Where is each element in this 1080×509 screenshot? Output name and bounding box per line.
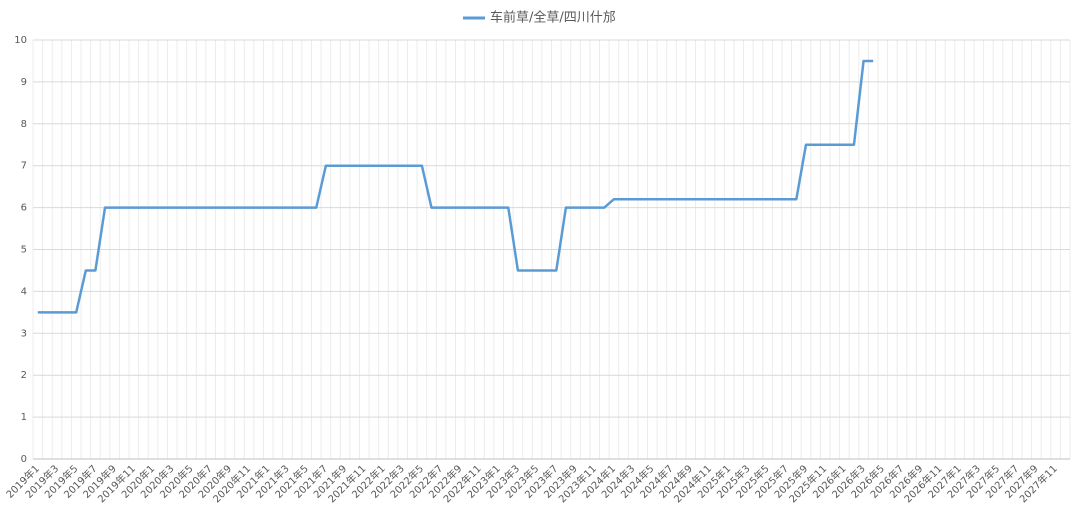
line-series — [37, 59, 874, 314]
y-tick-label: 4 — [21, 286, 27, 297]
y-tick-label: 3 — [21, 328, 27, 339]
y-tick-label: 0 — [21, 454, 27, 465]
y-tick-label: 1 — [21, 412, 27, 423]
y-tick-label: 8 — [21, 119, 27, 130]
y-tick-label: 10 — [14, 35, 27, 46]
y-tick-label: 7 — [21, 161, 27, 172]
y-tick-label: 6 — [21, 203, 27, 214]
legend-label: 车前草/全草/四川什邡 — [490, 10, 616, 26]
y-tick-label: 5 — [21, 245, 27, 256]
y-tick-label: 9 — [21, 77, 27, 88]
y-tick-label: 2 — [21, 370, 27, 381]
